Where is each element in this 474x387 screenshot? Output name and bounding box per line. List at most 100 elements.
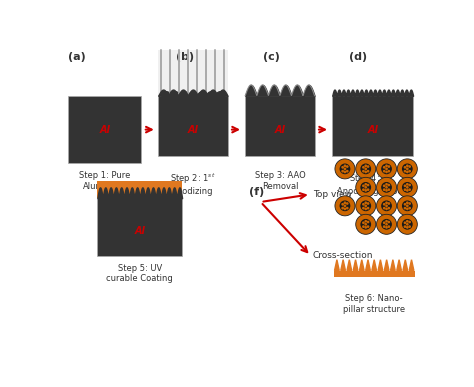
Text: Step 5: UV
curable Coating: Step 5: UV curable Coating <box>106 264 173 283</box>
Polygon shape <box>341 260 346 271</box>
Polygon shape <box>335 260 339 271</box>
Circle shape <box>406 171 409 173</box>
Circle shape <box>383 221 386 224</box>
Circle shape <box>385 226 388 229</box>
Circle shape <box>381 163 392 174</box>
Circle shape <box>385 164 388 167</box>
Circle shape <box>360 219 371 230</box>
Circle shape <box>381 200 392 211</box>
Circle shape <box>385 168 388 170</box>
Circle shape <box>344 164 346 167</box>
Circle shape <box>346 165 349 168</box>
Circle shape <box>406 164 409 167</box>
Circle shape <box>365 189 367 192</box>
Polygon shape <box>365 260 370 271</box>
Circle shape <box>402 219 413 230</box>
Text: Al: Al <box>367 125 378 135</box>
Circle shape <box>385 220 388 223</box>
Circle shape <box>385 204 388 207</box>
Bar <box>97 198 182 256</box>
Circle shape <box>381 219 392 230</box>
Circle shape <box>367 225 369 228</box>
Circle shape <box>367 184 369 187</box>
Circle shape <box>402 182 413 193</box>
Circle shape <box>376 214 397 234</box>
Circle shape <box>365 171 367 173</box>
Bar <box>158 96 228 156</box>
Circle shape <box>402 200 413 211</box>
Circle shape <box>341 166 344 169</box>
Text: Step 4: 2$^{nd}$
Anodizing at 60V: Step 4: 2$^{nd}$ Anodizing at 60V <box>337 171 409 196</box>
Circle shape <box>360 163 371 174</box>
Circle shape <box>397 159 417 179</box>
Text: (d): (d) <box>349 52 367 62</box>
Circle shape <box>362 166 365 169</box>
Circle shape <box>383 185 386 187</box>
Circle shape <box>365 226 367 229</box>
Text: Step 3: AAO
Removal: Step 3: AAO Removal <box>255 171 305 190</box>
Circle shape <box>387 225 390 228</box>
Circle shape <box>365 220 367 223</box>
Polygon shape <box>359 260 364 271</box>
Circle shape <box>408 170 411 173</box>
Polygon shape <box>372 260 376 271</box>
Circle shape <box>406 207 409 210</box>
Circle shape <box>365 223 367 226</box>
Circle shape <box>365 204 367 207</box>
Circle shape <box>387 188 390 191</box>
Circle shape <box>408 202 411 205</box>
Text: (f): (f) <box>249 187 264 197</box>
Circle shape <box>365 183 367 186</box>
Circle shape <box>385 207 388 210</box>
Circle shape <box>381 182 392 193</box>
Circle shape <box>406 204 409 207</box>
Circle shape <box>360 200 371 211</box>
Circle shape <box>346 170 349 173</box>
Circle shape <box>341 203 344 205</box>
Circle shape <box>383 203 386 205</box>
Circle shape <box>406 168 409 170</box>
Circle shape <box>367 170 369 173</box>
Circle shape <box>362 170 365 173</box>
Circle shape <box>408 165 411 168</box>
Circle shape <box>404 166 406 169</box>
Circle shape <box>356 196 376 216</box>
Circle shape <box>406 226 409 229</box>
Circle shape <box>406 183 409 186</box>
Circle shape <box>362 188 365 191</box>
Circle shape <box>344 204 346 207</box>
Text: Top view: Top view <box>313 190 352 199</box>
Circle shape <box>362 221 365 224</box>
Circle shape <box>402 163 413 174</box>
Circle shape <box>404 185 406 187</box>
Circle shape <box>367 188 369 191</box>
Circle shape <box>406 201 409 204</box>
Text: (a): (a) <box>68 52 86 62</box>
Circle shape <box>387 165 390 168</box>
Circle shape <box>344 201 346 204</box>
Circle shape <box>387 170 390 173</box>
Circle shape <box>335 196 355 216</box>
Circle shape <box>365 164 367 167</box>
Circle shape <box>385 201 388 204</box>
Circle shape <box>376 196 397 216</box>
Circle shape <box>360 182 371 193</box>
Circle shape <box>344 171 346 173</box>
Text: (e): (e) <box>114 187 132 197</box>
Circle shape <box>387 184 390 187</box>
Circle shape <box>365 201 367 204</box>
Circle shape <box>408 207 411 209</box>
Text: Al: Al <box>99 125 110 135</box>
Circle shape <box>387 202 390 205</box>
Text: Step 6: Nano-
pillar structure: Step 6: Nano- pillar structure <box>343 295 405 314</box>
Circle shape <box>362 185 365 187</box>
Circle shape <box>367 207 369 209</box>
Bar <box>245 96 315 156</box>
Polygon shape <box>378 260 383 271</box>
Circle shape <box>383 166 386 169</box>
Circle shape <box>406 223 409 226</box>
Circle shape <box>406 220 409 223</box>
Polygon shape <box>347 260 352 271</box>
Circle shape <box>387 207 390 209</box>
Circle shape <box>367 221 369 223</box>
